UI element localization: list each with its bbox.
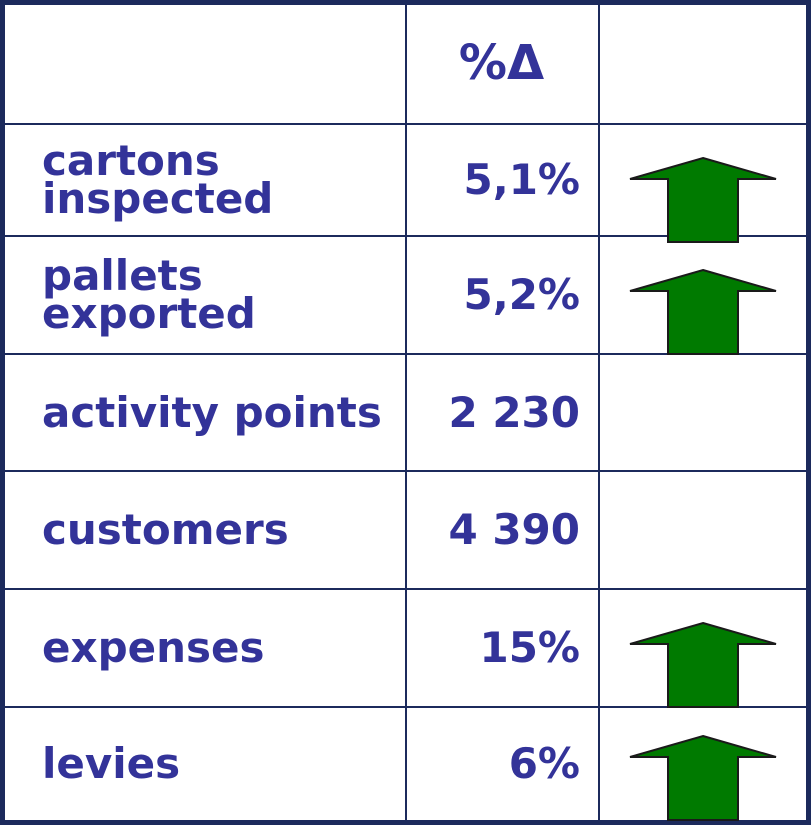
row-value: 4 390 [448, 505, 580, 555]
row-divider [5, 123, 806, 125]
up-arrow [629, 734, 777, 821]
row-divider [5, 706, 806, 708]
header-cell: %Δ [458, 35, 545, 92]
row-label: activity points [42, 387, 382, 437]
row-divider [5, 470, 806, 472]
row-label: expenses [42, 623, 265, 673]
row-label: customers [42, 505, 289, 555]
column-divider [405, 5, 407, 820]
up-arrow [629, 156, 777, 243]
row-divider [5, 353, 806, 355]
up-arrow [629, 621, 777, 708]
row-label: cartons inspected [42, 136, 274, 223]
row-value: 15% [479, 623, 580, 673]
row-value: 5,1% [463, 155, 580, 205]
row-label: levies [42, 739, 181, 789]
column-divider [598, 5, 600, 820]
up-arrow [629, 268, 777, 355]
row-value: 5,2% [463, 270, 580, 320]
row-value: 2 230 [448, 387, 580, 437]
row-divider [5, 588, 806, 590]
row-divider [5, 235, 806, 237]
row-label: pallets exported [42, 251, 256, 338]
row-value: 6% [508, 739, 580, 789]
